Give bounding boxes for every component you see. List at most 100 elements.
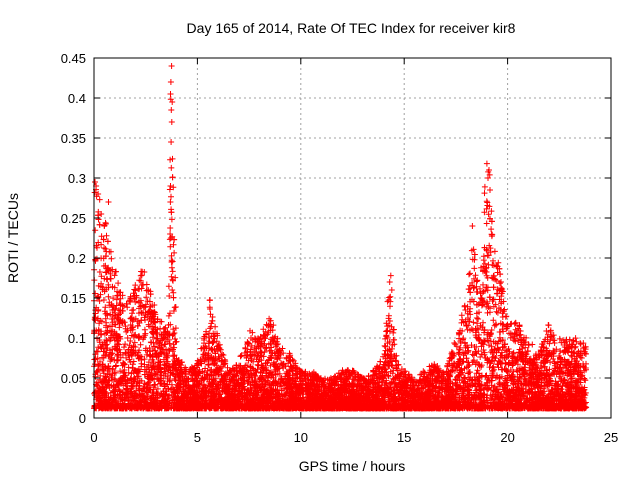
data-point bbox=[170, 184, 177, 191]
data-point bbox=[490, 317, 497, 324]
data-point bbox=[117, 368, 124, 375]
data-point bbox=[165, 283, 172, 290]
data-point bbox=[386, 318, 393, 324]
data-point bbox=[127, 338, 134, 344]
data-point bbox=[98, 241, 105, 248]
data-point bbox=[385, 322, 392, 329]
data-point bbox=[115, 280, 122, 287]
data-point bbox=[242, 344, 249, 351]
data-point bbox=[515, 337, 522, 344]
data-point bbox=[488, 327, 495, 333]
data-point bbox=[168, 264, 175, 271]
data-point bbox=[220, 352, 227, 358]
data-point bbox=[92, 290, 99, 297]
data-point bbox=[436, 383, 443, 390]
data-point bbox=[172, 336, 178, 342]
data-point bbox=[370, 367, 377, 374]
data-point bbox=[110, 328, 116, 335]
data-point bbox=[481, 209, 488, 216]
data-point bbox=[102, 245, 109, 252]
data-point bbox=[267, 362, 274, 369]
data-point bbox=[491, 322, 498, 329]
data-point bbox=[467, 270, 473, 277]
data-point bbox=[494, 309, 501, 316]
data-point bbox=[103, 232, 110, 239]
data-point bbox=[492, 301, 499, 308]
data-point bbox=[484, 199, 491, 206]
data-point bbox=[525, 342, 532, 349]
data-point bbox=[170, 241, 177, 248]
data-point bbox=[130, 306, 137, 313]
data-point bbox=[121, 319, 128, 326]
data-point bbox=[116, 324, 123, 331]
data-point bbox=[466, 271, 472, 278]
data-point bbox=[467, 298, 474, 305]
data-points bbox=[91, 63, 590, 412]
data-point bbox=[136, 347, 143, 354]
data-point bbox=[104, 338, 111, 344]
data-point bbox=[498, 279, 504, 285]
data-point bbox=[474, 320, 481, 327]
data-point bbox=[496, 280, 503, 287]
data-point bbox=[107, 275, 114, 282]
data-point bbox=[120, 303, 127, 310]
data-point bbox=[169, 276, 176, 283]
data-point bbox=[110, 295, 117, 302]
data-point bbox=[495, 364, 502, 371]
data-point bbox=[253, 356, 260, 363]
data-point bbox=[481, 183, 488, 190]
data-point bbox=[386, 338, 393, 345]
data-point bbox=[149, 334, 156, 341]
data-point bbox=[104, 276, 111, 283]
data-point bbox=[124, 304, 131, 311]
data-point bbox=[481, 338, 488, 345]
data-point bbox=[473, 310, 480, 317]
data-point bbox=[487, 245, 494, 252]
data-point bbox=[121, 344, 127, 351]
chart-title: Day 165 of 2014, Rate Of TEC Index for r… bbox=[187, 20, 516, 36]
data-point bbox=[500, 328, 507, 335]
data-point bbox=[109, 323, 115, 330]
data-point bbox=[125, 398, 132, 405]
data-point bbox=[167, 156, 174, 163]
data-point bbox=[458, 319, 465, 326]
data-point bbox=[483, 303, 490, 310]
data-point bbox=[100, 348, 107, 355]
data-point bbox=[280, 350, 287, 357]
data-point bbox=[169, 268, 176, 275]
data-point bbox=[172, 325, 179, 332]
data-point bbox=[267, 340, 274, 347]
data-point bbox=[102, 269, 109, 276]
data-point bbox=[166, 336, 172, 343]
data-point bbox=[202, 365, 209, 372]
data-point bbox=[100, 297, 107, 303]
data-point bbox=[488, 208, 495, 215]
data-point bbox=[93, 348, 100, 355]
data-point bbox=[107, 311, 114, 318]
data-point bbox=[124, 335, 131, 341]
data-point bbox=[171, 330, 178, 336]
data-point bbox=[572, 335, 579, 342]
data-point bbox=[483, 220, 490, 227]
data-point bbox=[248, 355, 255, 362]
data-point bbox=[122, 325, 129, 332]
data-point bbox=[398, 366, 405, 373]
data-point bbox=[556, 353, 562, 359]
data-point bbox=[381, 342, 388, 349]
data-point bbox=[553, 346, 560, 353]
data-point bbox=[385, 315, 392, 322]
data-point bbox=[469, 256, 476, 263]
data-point bbox=[111, 284, 118, 291]
data-point bbox=[91, 189, 98, 196]
data-point bbox=[133, 382, 140, 389]
data-point bbox=[448, 349, 455, 356]
data-point bbox=[556, 335, 563, 342]
data-point bbox=[168, 216, 175, 223]
data-point bbox=[475, 316, 482, 322]
data-point bbox=[381, 351, 388, 357]
data-point bbox=[567, 376, 574, 382]
data-point bbox=[135, 373, 142, 380]
data-point bbox=[517, 331, 524, 338]
data-point bbox=[207, 367, 214, 373]
